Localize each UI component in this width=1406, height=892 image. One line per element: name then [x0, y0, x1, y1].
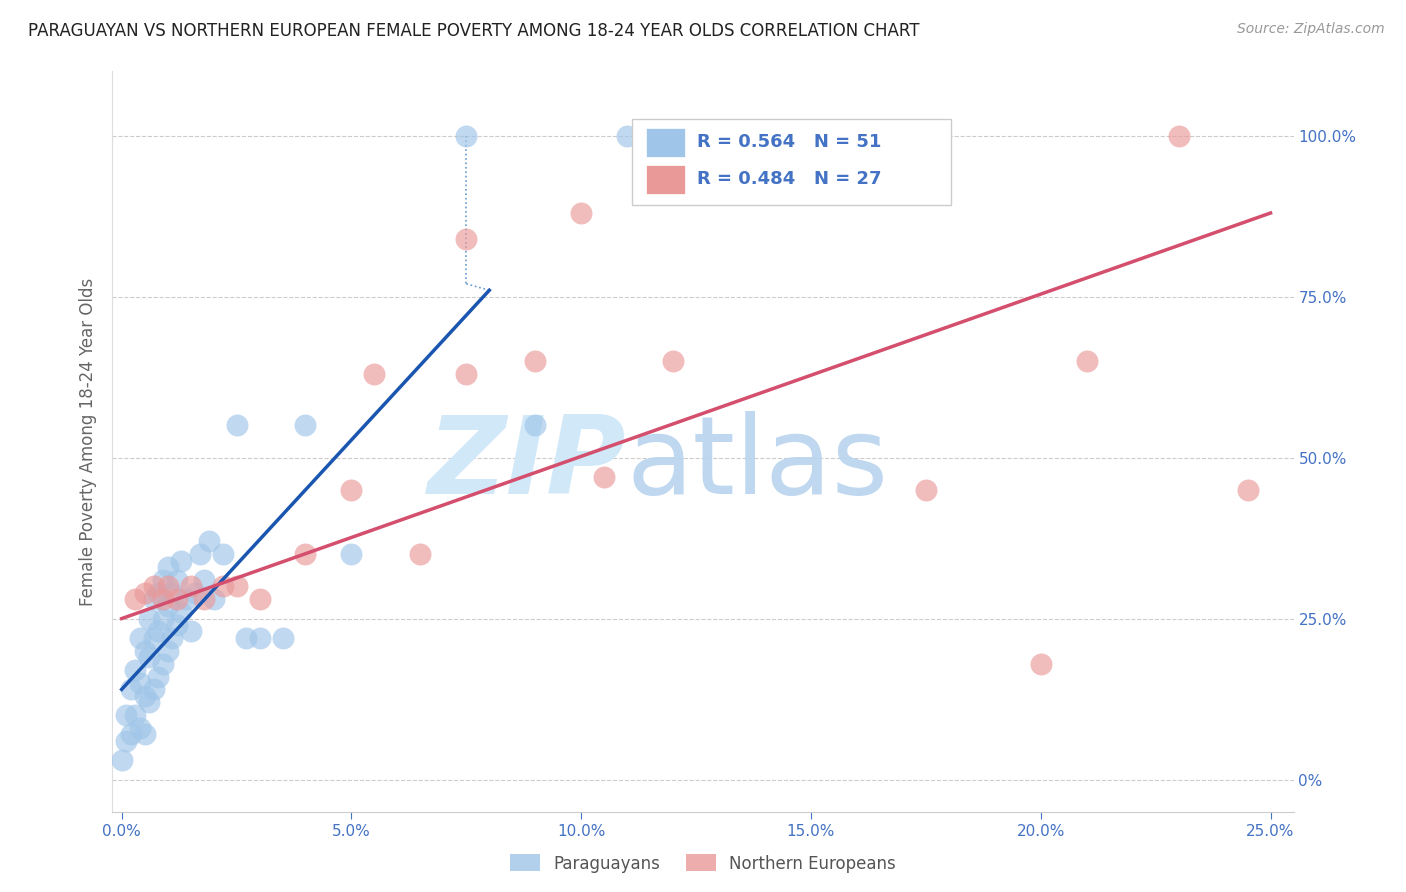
Point [160, 631, 183, 645]
Point [115, 708, 138, 723]
FancyBboxPatch shape [647, 128, 685, 156]
Point [198, 534, 221, 549]
Point [1076, 354, 1098, 368]
Point [160, 586, 183, 600]
Point [120, 682, 142, 697]
Point [363, 367, 385, 381]
Point [456, 232, 478, 246]
Point [156, 579, 179, 593]
Point [156, 560, 179, 574]
Point [152, 657, 174, 671]
Legend: Paraguayans, Northern Europeans: Paraguayans, Northern Europeans [503, 847, 903, 880]
Text: ZIP: ZIP [427, 410, 626, 516]
Point [170, 554, 193, 568]
Point [225, 418, 247, 433]
Point [134, 644, 156, 658]
Point [152, 611, 174, 625]
Point [142, 579, 165, 593]
Point [134, 727, 156, 741]
Point [340, 483, 363, 497]
Point [211, 547, 233, 561]
Point [142, 592, 165, 607]
Text: PARAGUAYAN VS NORTHERN EUROPEAN FEMALE POVERTY AMONG 18-24 YEAR OLDS CORRELATION: PARAGUAYAN VS NORTHERN EUROPEAN FEMALE P… [28, 22, 920, 40]
Y-axis label: Female Poverty Among 18-24 Year Olds: Female Poverty Among 18-24 Year Olds [79, 277, 97, 606]
Point [170, 605, 193, 619]
Point [148, 669, 170, 683]
Point [188, 547, 211, 561]
Point [294, 547, 316, 561]
Point [456, 367, 478, 381]
Point [166, 573, 188, 587]
Point [184, 586, 207, 600]
Point [129, 676, 152, 690]
Point [271, 631, 294, 645]
Point [111, 753, 134, 767]
Point [249, 592, 271, 607]
Point [340, 547, 363, 561]
Point [1167, 128, 1189, 143]
Point [129, 721, 152, 735]
Text: R = 0.484   N = 27: R = 0.484 N = 27 [697, 170, 882, 188]
Point [156, 644, 179, 658]
Point [180, 579, 202, 593]
Point [1029, 657, 1052, 671]
Point [142, 682, 165, 697]
Point [124, 592, 146, 607]
Point [138, 650, 160, 665]
Point [134, 689, 156, 703]
Point [124, 708, 146, 723]
Point [138, 611, 160, 625]
FancyBboxPatch shape [633, 120, 950, 204]
Point [124, 663, 146, 677]
Point [800, 128, 823, 143]
Point [129, 631, 152, 645]
Point [120, 727, 142, 741]
Point [152, 573, 174, 587]
Point [225, 579, 247, 593]
Point [193, 573, 215, 587]
Point [524, 418, 547, 433]
Point [409, 547, 432, 561]
Point [593, 470, 616, 484]
Point [662, 354, 685, 368]
Point [456, 128, 478, 143]
Point [174, 592, 197, 607]
Point [569, 206, 592, 220]
Text: Source: ZipAtlas.com: Source: ZipAtlas.com [1237, 22, 1385, 37]
Point [202, 592, 225, 607]
Point [134, 586, 156, 600]
Point [142, 631, 165, 645]
Point [616, 128, 638, 143]
Point [915, 483, 938, 497]
Point [148, 624, 170, 639]
Point [211, 579, 233, 593]
Point [152, 592, 174, 607]
Point [166, 618, 188, 632]
Point [249, 631, 271, 645]
Point [1236, 483, 1258, 497]
Point [115, 734, 138, 748]
Point [180, 624, 202, 639]
Point [235, 631, 257, 645]
Point [166, 592, 188, 607]
FancyBboxPatch shape [647, 165, 685, 194]
Point [193, 592, 215, 607]
Text: atlas: atlas [626, 410, 889, 516]
Text: R = 0.564   N = 51: R = 0.564 N = 51 [697, 134, 882, 152]
Point [156, 599, 179, 613]
Point [294, 418, 316, 433]
Point [148, 586, 170, 600]
Point [524, 354, 547, 368]
Point [138, 695, 160, 709]
